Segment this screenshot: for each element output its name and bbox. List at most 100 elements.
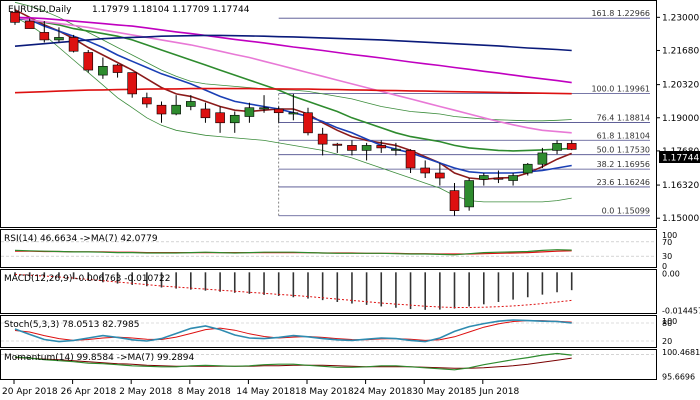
candle-body (229, 114, 240, 124)
stoch-k-line (14, 319, 572, 343)
date-tick-label: 26 Apr 2018 (61, 387, 117, 397)
momentum-tick-label: 100.4681 (662, 348, 700, 357)
candle-body (39, 32, 50, 41)
candlesticks (10, 7, 577, 216)
candle-body (522, 163, 533, 174)
date-tick-label: 18 May 2018 (295, 387, 354, 397)
candle-body (552, 143, 562, 151)
moving-average-line (14, 87, 572, 95)
macd-tick-label: 0.00 (662, 269, 680, 278)
current-price-label: 1.17744 (662, 154, 699, 164)
candle-body (537, 152, 548, 165)
macd-tick-label: -0.014457 (662, 306, 700, 315)
fib-level-label: 50.0 1.17530 (597, 146, 650, 155)
stoch-d-line (14, 320, 572, 341)
fib-level-label: 38.2 1.16956 (597, 160, 650, 169)
fib-level-label: 0.0 1.15099 (602, 207, 650, 216)
candle-body (10, 12, 20, 23)
price-tick-label: 1.21680 (662, 46, 699, 56)
candle-body (54, 37, 64, 41)
moving-average-line (14, 34, 572, 52)
candle-body (493, 177, 504, 180)
candle-body (259, 107, 269, 110)
macd-signal-line (14, 273, 572, 308)
date-tick-label: 30 May 2018 (412, 387, 471, 397)
rsi-tick-label: 70 (662, 238, 672, 247)
candle-body (83, 52, 94, 71)
chart-ohlc-header: 1.17979 1.18104 1.17709 1.17744 (92, 5, 250, 15)
candle-body (112, 64, 123, 73)
panel-frames (0, 0, 657, 380)
candle-body (98, 65, 108, 76)
candle-body (200, 108, 211, 119)
stoch-panel-frame (0, 315, 657, 348)
band-line-upper (14, 1, 572, 122)
moving-average-line (14, 16, 572, 134)
price-tick-label: 1.15000 (662, 214, 699, 224)
candle-body (508, 175, 518, 181)
momentum-panel-frame (0, 349, 657, 380)
moving-average-line (14, 16, 572, 84)
candle-body (186, 101, 196, 107)
chart-symbol: EURUSD,Daily (8, 5, 72, 15)
date-tick-label: 5 Jun 2018 (471, 387, 520, 397)
macd-panel-frame (0, 269, 657, 314)
momentum-title: Momentum(14) 99.8584 ->MA(7) 99.2894 (4, 353, 195, 363)
fib-level-label: 100.0 1.19961 (591, 85, 650, 94)
candle-body (420, 167, 431, 174)
current-price-marker: 1.17744 (659, 151, 700, 164)
rsi-panel-frame (0, 229, 657, 268)
rsi-tick-label: 100 (662, 231, 677, 240)
candle-body (68, 37, 79, 52)
momentum-line (14, 352, 572, 371)
momentum-tick-label: 95.6696 (662, 373, 695, 382)
candle-body (156, 104, 167, 115)
rsi-tick-label: 0 (662, 262, 667, 271)
momentum-panel: 100.4681 95.6696 (1, 348, 700, 382)
date-tick-label: 14 May 2018 (236, 387, 295, 397)
candle-body (303, 112, 313, 134)
stoch-tick-label: 100 (662, 317, 677, 326)
rsi-line (14, 249, 572, 256)
fib-level-label: 61.8 1.18104 (597, 131, 650, 140)
candle-body (273, 108, 284, 114)
candle-body (317, 133, 328, 145)
date-tick-label: 24 May 2018 (354, 387, 413, 397)
stoch-tick-label: 80 (662, 319, 672, 328)
date-axis: 20 Apr 2018 26 Apr 2018 2 May 2018 8 May 20… (2, 380, 519, 397)
price-tick-label: 1.19000 (662, 114, 699, 124)
macd-panel: 0.00 -0.014457 (14, 269, 700, 315)
price-panel-frame (0, 0, 657, 228)
macd-title: MACD(12,26,9) -0.006763 -0.010722 (4, 274, 170, 284)
candle-body (478, 175, 489, 180)
candle-body (127, 72, 137, 95)
price-tick-label: 1.16320 (662, 181, 699, 191)
candle-body (376, 145, 387, 149)
fib-level-label: 76.4 1.18814 (597, 113, 650, 122)
fib-level-label: 161.8 1.22966 (591, 9, 650, 18)
momentum-ma-line (14, 357, 572, 369)
rsi-tick-label: 30 (662, 252, 672, 261)
candle-body (566, 143, 577, 150)
candle-body (391, 148, 401, 151)
candle-body (142, 97, 152, 105)
date-tick-label: 20 Apr 2018 (2, 387, 58, 397)
candle-body (361, 145, 372, 151)
date-tick-label: 8 May 2018 (178, 387, 231, 397)
candle-body (288, 112, 299, 115)
candle-body (405, 150, 416, 169)
rsi-title: RSI(14) 46.6634 ->MA(7) 42.0779 (4, 234, 158, 244)
candle-body (215, 112, 225, 124)
fibonacci-levels: 161.8 1.22966 100.0 1.19961 76.4 1.18814 61… (278, 9, 650, 217)
candle-body (347, 145, 357, 151)
candle-body (464, 180, 474, 208)
candle-body (244, 107, 255, 117)
current-price-box (659, 151, 700, 163)
candle-body (449, 190, 460, 211)
stoch-title: Stoch(5,3,3) 78.0513 82.7985 (4, 320, 139, 330)
stoch-tick-label: 20 (662, 337, 672, 346)
date-tick-label: 2 May 2018 (119, 387, 172, 397)
